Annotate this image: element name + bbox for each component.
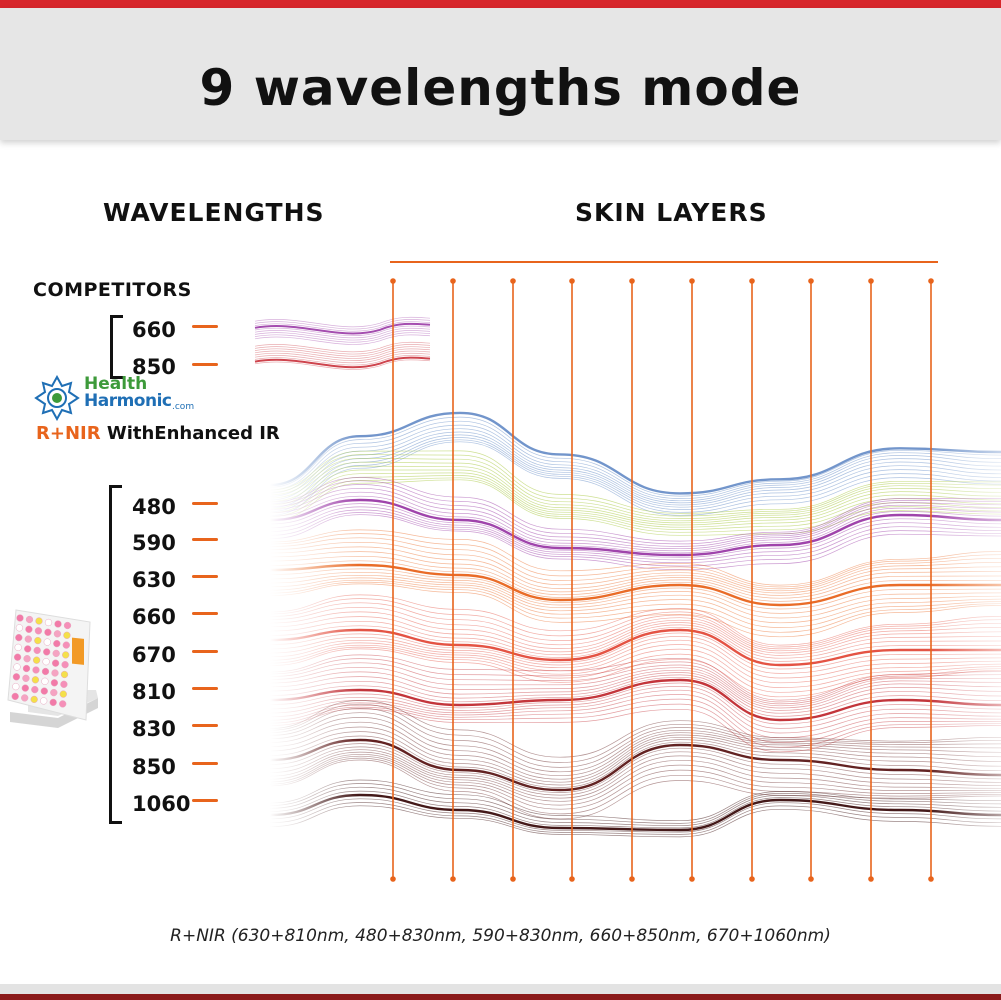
product-wavelength: 810: [132, 680, 176, 704]
product-wavelength: 480: [132, 495, 176, 519]
mandala-logo-icon: [34, 375, 80, 421]
competitor-wavelength: 660: [132, 318, 176, 342]
competitor-wave-lines: [254, 316, 431, 370]
wavelength-marker: [192, 575, 218, 578]
skin-layers-heading: SKIN LAYERS: [575, 198, 768, 227]
header-banner: 9 wavelengths mode: [0, 8, 1001, 140]
brand-name-line2: Harmonic: [84, 391, 172, 411]
brand-logo: Health Harmonic .com: [34, 375, 204, 421]
competitors-label: COMPETITORS: [33, 279, 192, 301]
product-wavelength: 830: [132, 717, 176, 741]
wavelength-marker: [192, 538, 218, 541]
wavelength-marker: [192, 799, 218, 802]
wavelength-marker: [192, 650, 218, 653]
product-wavelength: 670: [132, 643, 176, 667]
product-wavelength: 590: [132, 531, 176, 555]
wavelength-marker: [192, 612, 218, 615]
product-wavelength: 630: [132, 568, 176, 592]
product-wavelength: 660: [132, 605, 176, 629]
product-label: R+NIR WithEnhanced IR: [36, 423, 280, 445]
skin-layer-lines: [390, 261, 938, 882]
competitors-bracket: [110, 315, 123, 379]
wavelength-marker: [192, 687, 218, 690]
wavelengths-heading: WAVELENGTHS: [103, 198, 325, 227]
wavelength-marker: [192, 724, 218, 727]
caption: R+NIR (630+810nm, 480+830nm, 590+830nm, …: [170, 926, 831, 946]
top-accent-bar: [0, 0, 1001, 8]
wavelength-marker: [192, 762, 218, 765]
wavelength-marker: [192, 363, 218, 366]
competitor-wavelength: 850: [132, 355, 176, 379]
product-bracket: [109, 485, 122, 824]
product-wavelength: 1060: [132, 792, 191, 816]
product-wavelength: 850: [132, 755, 176, 779]
page-title: 9 wavelengths mode: [199, 59, 802, 117]
wavelength-marker: [192, 502, 218, 505]
brand-domain: .com: [172, 402, 195, 412]
product-label-rest: WithEnhanced IR: [106, 423, 280, 444]
bottom-accent-bar: [0, 994, 1001, 1000]
brand-name-line1: Health: [84, 374, 148, 394]
product-label-accent: R+NIR: [36, 423, 101, 444]
wavelength-marker: [192, 325, 218, 328]
led-light-panel-icon: [7, 609, 98, 728]
